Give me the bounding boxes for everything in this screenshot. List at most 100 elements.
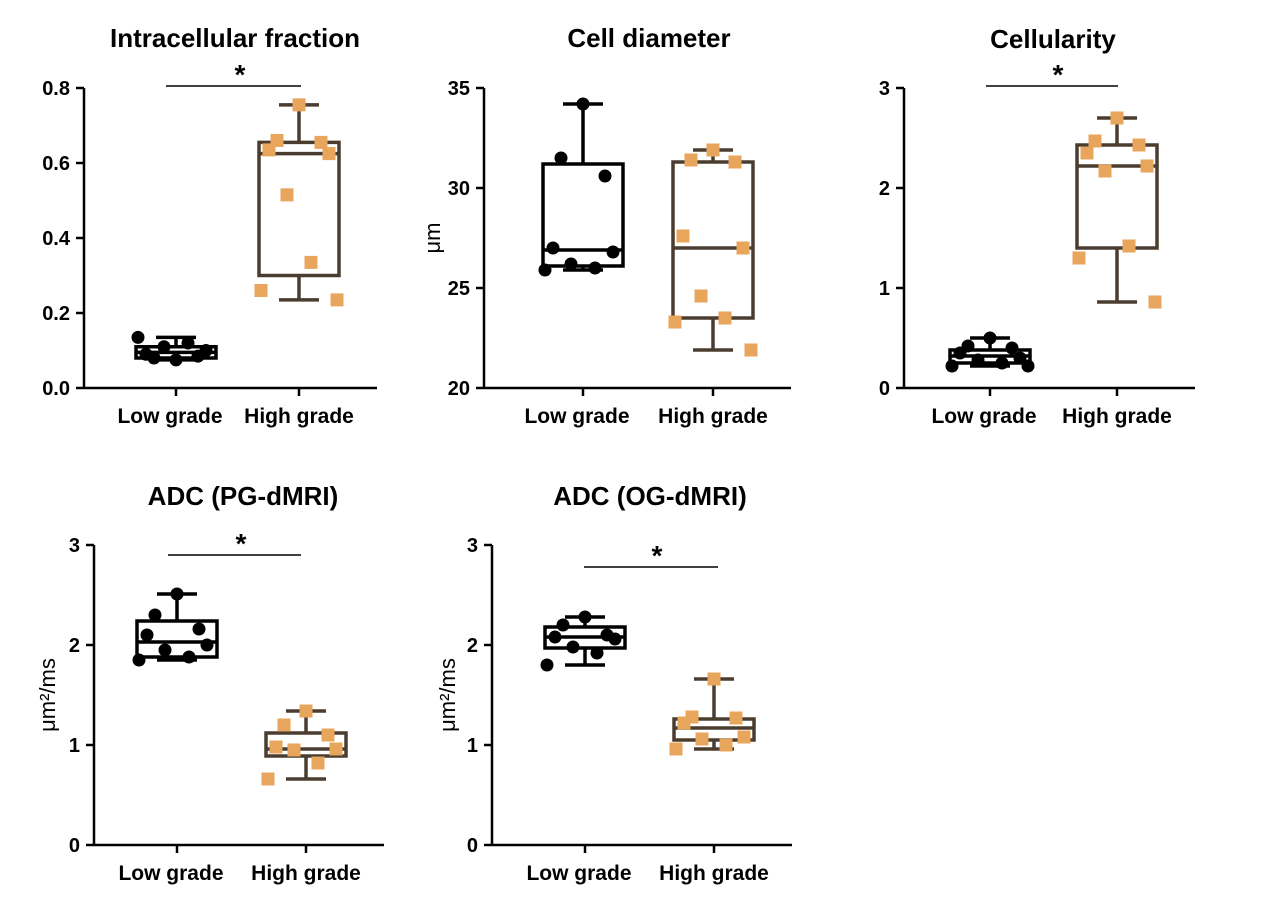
- chart-panel-4: ADC (PG-dMRI) 0 1 2 3 Low grade High grade μm²/…: [35, 481, 384, 885]
- data-point: [329, 742, 343, 756]
- x-category-label: High grade: [659, 862, 769, 885]
- chart-panel-3: Cellularity 0 1 2 3 Low grade High grade *: [879, 24, 1195, 428]
- data-point: [1148, 295, 1162, 309]
- y-tick-label: 0.0: [42, 378, 70, 400]
- box-low-grade: [945, 331, 1035, 373]
- chart-panel-2: Cell diameter 20 25 30 35 Low grade High grade…: [420, 23, 791, 428]
- y-tick-label: 2: [879, 178, 890, 200]
- data-point: [200, 638, 214, 652]
- y-tick-label: 25: [448, 278, 470, 300]
- data-point: [676, 229, 690, 243]
- data-point: [1122, 239, 1136, 253]
- significance-star: *: [1053, 59, 1064, 90]
- y-tick-label: 2: [467, 635, 478, 657]
- data-point: [729, 711, 743, 725]
- y-tick-label: 3: [879, 78, 890, 100]
- y-axis-label: μm: [420, 222, 445, 253]
- data-point: [971, 353, 985, 367]
- data-point: [684, 153, 698, 167]
- significance-star: *: [652, 540, 663, 571]
- data-point: [668, 315, 682, 329]
- data-point: [677, 716, 691, 730]
- data-point: [707, 672, 721, 686]
- data-point: [139, 347, 153, 361]
- y-tick-label: 0: [879, 378, 890, 400]
- data-point: [995, 356, 1009, 370]
- significance-star: *: [235, 59, 246, 90]
- box-iqr: [541, 162, 625, 268]
- x-category-label: Low grade: [118, 862, 223, 885]
- data-point: [169, 353, 183, 367]
- x-category-label: High grade: [244, 405, 354, 428]
- data-point: [311, 756, 325, 770]
- significance-star: *: [236, 528, 247, 559]
- data-point: [1098, 164, 1112, 178]
- data-point: [669, 742, 683, 756]
- data-point: [304, 255, 318, 269]
- data-point: [181, 336, 195, 350]
- data-point: [148, 608, 162, 622]
- data-point: [1021, 359, 1035, 373]
- data-point: [261, 772, 275, 786]
- y-tick-label: 3: [69, 535, 80, 557]
- data-point: [744, 343, 758, 357]
- data-point: [182, 650, 196, 664]
- data-point: [706, 143, 720, 157]
- data-point: [540, 658, 554, 672]
- data-point: [1080, 146, 1094, 160]
- x-category-label: Low grade: [117, 405, 222, 428]
- chart-title: Intracellular fraction: [110, 23, 360, 53]
- box-high-grade: [261, 704, 348, 786]
- y-tick-label: 0: [69, 835, 80, 857]
- data-point: [254, 284, 268, 297]
- data-point: [157, 340, 171, 354]
- chart-title: Cellularity: [990, 24, 1116, 54]
- data-point: [287, 743, 301, 757]
- box-low-grade: [131, 330, 218, 367]
- box-iqr: [671, 160, 755, 320]
- data-point: [330, 293, 344, 307]
- data-point: [945, 359, 959, 373]
- y-tick-label: 0.2: [42, 303, 70, 325]
- x-category-label: High grade: [1062, 405, 1172, 428]
- data-point: [566, 640, 580, 654]
- y-tick-label: 3: [467, 535, 478, 557]
- data-point: [321, 728, 335, 742]
- data-point: [292, 98, 306, 112]
- chart-panel-1: Intracellular fraction 0.0 0.2 0.4 0.6 0.8 Low…: [42, 23, 377, 428]
- x-category-label: Low grade: [526, 862, 631, 885]
- data-point: [718, 311, 732, 325]
- data-point: [538, 263, 552, 277]
- data-point: [606, 245, 620, 259]
- box-high-grade: [254, 98, 344, 307]
- y-tick-label: 1: [69, 735, 80, 757]
- data-point: [1005, 341, 1019, 355]
- data-point: [953, 346, 967, 360]
- data-point: [262, 143, 276, 157]
- box-high-grade: [669, 672, 756, 756]
- y-tick-label: 0.6: [42, 153, 70, 175]
- box-iqr: [135, 619, 219, 659]
- y-tick-label: 0.8: [42, 78, 70, 100]
- y-tick-label: 0: [467, 835, 478, 857]
- data-point: [719, 738, 733, 752]
- y-tick-label: 0.4: [42, 228, 71, 250]
- data-point: [158, 643, 172, 657]
- data-point: [590, 646, 604, 660]
- data-point: [140, 628, 154, 642]
- data-point: [983, 331, 997, 345]
- y-tick-label: 2: [69, 635, 80, 657]
- data-point: [1088, 134, 1102, 148]
- x-category-label: High grade: [251, 862, 361, 885]
- box-iqr: [264, 731, 348, 758]
- y-tick-label: 30: [448, 178, 470, 200]
- data-point: [1140, 159, 1154, 173]
- chart-title: ADC (PG-dMRI): [148, 481, 339, 511]
- data-point: [277, 718, 291, 732]
- data-point: [695, 732, 709, 746]
- data-point: [322, 147, 336, 161]
- data-point: [578, 610, 592, 624]
- box-low-grade: [540, 610, 627, 672]
- data-point: [131, 330, 145, 344]
- data-point: [269, 740, 283, 754]
